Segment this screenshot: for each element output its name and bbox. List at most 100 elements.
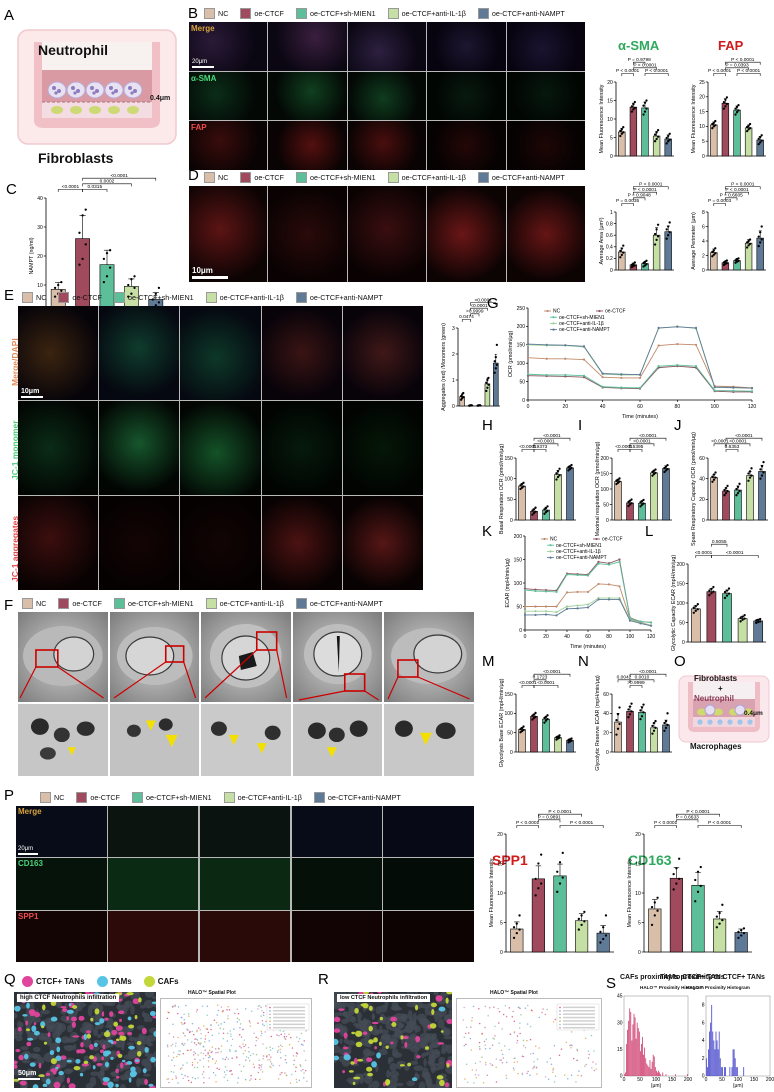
svg-text:150: 150 bbox=[600, 471, 609, 477]
legend-label: oe-CTCF+sh-MIEN1 bbox=[145, 793, 212, 802]
swatch-anti-il1b bbox=[205, 292, 217, 303]
svg-text:150: 150 bbox=[514, 557, 523, 563]
svg-text:50: 50 bbox=[637, 1077, 643, 1083]
legend-item-nc: NC bbox=[40, 792, 64, 803]
svg-text:Maximal respiration OCR (pmol/: Maximal respiration OCR (pmol/min/μg) bbox=[595, 441, 601, 536]
panel-letter-o: O bbox=[674, 653, 686, 670]
svg-text:>0.9999: >0.9999 bbox=[627, 680, 645, 686]
dot-tams bbox=[96, 976, 108, 987]
svg-text:200: 200 bbox=[600, 456, 609, 462]
svg-text:50: 50 bbox=[719, 1077, 725, 1083]
legend-label: oe-CTCF+anti-NAMPT bbox=[309, 599, 383, 608]
svg-text:Average Area (μm²): Average Area (μm²) bbox=[599, 217, 605, 264]
svg-text:P < 0.0001: P < 0.0001 bbox=[548, 809, 572, 815]
svg-text:80: 80 bbox=[675, 404, 681, 410]
svg-text:P < 0.0001: P < 0.0001 bbox=[570, 820, 594, 826]
micrograph-b-fap-1: FAP bbox=[189, 121, 268, 170]
swatch-anti-nampt bbox=[477, 172, 489, 183]
legend-item-sh-mien1: oe-CTCF+sh-MIEN1 bbox=[295, 172, 376, 183]
svg-text:0: 0 bbox=[524, 634, 527, 640]
micrograph-b-fap-5 bbox=[506, 121, 585, 170]
panel-letter-g: G bbox=[487, 295, 499, 312]
panel-s-right-title: TAMs proximity to CTCF+ TANs bbox=[660, 974, 765, 981]
svg-text:0.0010: 0.0010 bbox=[635, 675, 650, 681]
svg-text:6: 6 bbox=[702, 1020, 705, 1026]
legend-item-sh-mien1: oe-CTCF+sh-MIEN1 bbox=[113, 292, 194, 303]
legend-item-anti-nampt: oe-CTCF+anti-NAMPT bbox=[477, 8, 565, 19]
svg-text:P < 0.0001: P < 0.0001 bbox=[731, 57, 755, 63]
svg-text:0: 0 bbox=[702, 518, 705, 524]
svg-text:P < 0.0001: P < 0.0001 bbox=[686, 809, 710, 815]
panel-f-legend: NC oe-CTCF oe-CTCF+sh-MIEN1 oe-CTCF+anti… bbox=[22, 598, 391, 609]
svg-text:NC: NC bbox=[553, 309, 561, 315]
svg-text:120: 120 bbox=[748, 404, 757, 410]
svg-text:0.5055: 0.5055 bbox=[712, 539, 727, 545]
svg-text:30: 30 bbox=[617, 1020, 623, 1026]
panel-b-legend: NC oe-CTCF oe-CTCF+sh-MIEN1 oe-CTCF+anti… bbox=[204, 8, 573, 19]
panel-p-image-grid: Merge 20μm CD163 SPP1 bbox=[16, 806, 474, 962]
panel-letter-i: I bbox=[578, 417, 583, 434]
svg-text:P < 0.0001: P < 0.0001 bbox=[633, 63, 657, 69]
scalebar-text: 10μm bbox=[192, 266, 213, 275]
panel-o-top-label: Fibroblasts bbox=[694, 674, 738, 683]
panel-letter-d: D bbox=[188, 167, 199, 184]
svg-text:<0.0001: <0.0001 bbox=[474, 297, 492, 303]
svg-text:0.6353: 0.6353 bbox=[725, 444, 740, 450]
svg-text:0: 0 bbox=[682, 640, 685, 646]
micrograph-e-merge-4 bbox=[261, 306, 342, 400]
svg-text:<0.0001: <0.0001 bbox=[519, 444, 537, 450]
svg-text:<0.0001: <0.0001 bbox=[537, 439, 555, 445]
svg-text:NAMPT (ng/ml): NAMPT (ng/ml) bbox=[29, 237, 35, 274]
svg-text:20: 20 bbox=[699, 497, 705, 503]
svg-text:50: 50 bbox=[679, 620, 685, 626]
tem-cell-5 bbox=[384, 612, 474, 702]
legend-label: NC bbox=[36, 293, 47, 302]
svg-text:P < 0.0001: P < 0.0001 bbox=[737, 68, 761, 74]
svg-text:0: 0 bbox=[519, 628, 522, 634]
row-label-cd163: CD163 bbox=[18, 859, 43, 869]
svg-text:4: 4 bbox=[702, 239, 705, 245]
micrograph-b-fap-3 bbox=[347, 121, 427, 170]
svg-text:Spare Respiratory Capacity OCR: Spare Respiratory Capacity OCR (pmol/min… bbox=[691, 432, 697, 546]
svg-text:0: 0 bbox=[623, 1077, 626, 1083]
micrograph-e-mono-4 bbox=[261, 401, 342, 495]
svg-text:150: 150 bbox=[504, 456, 513, 462]
legend-label: NC bbox=[54, 793, 65, 802]
svg-text:10: 10 bbox=[635, 891, 641, 897]
svg-text:Time (minutes): Time (minutes) bbox=[622, 414, 658, 420]
svg-text:150: 150 bbox=[504, 692, 513, 698]
panel-a-pore-label: 0.4μm bbox=[150, 95, 171, 102]
panel-o-plus: + bbox=[718, 684, 723, 693]
panel-letter-k: K bbox=[482, 523, 493, 540]
svg-text:0: 0 bbox=[500, 950, 503, 956]
svg-text:oe-CTCF: oe-CTCF bbox=[602, 537, 623, 543]
tem-zoom-2 bbox=[109, 704, 200, 776]
svg-text:P = 0.0035: P = 0.0035 bbox=[616, 198, 640, 204]
legend-item-nc: NC bbox=[204, 172, 228, 183]
legend-label: oe-CTCF bbox=[72, 293, 102, 302]
chart-g-ocr: 0 50 100 150 200 250 0 20 40 60 80 100 120 OCR (pmol/… bbox=[500, 302, 758, 420]
legend-label: oe-CTCF+anti-IL-1β bbox=[401, 173, 466, 182]
svg-text:50: 50 bbox=[603, 502, 609, 508]
svg-text:Mean Fluorescence Intensity: Mean Fluorescence Intensity bbox=[599, 84, 605, 153]
svg-text:(μm): (μm) bbox=[651, 1083, 662, 1089]
svg-text:oe-CTCF+sh-MIEN1: oe-CTCF+sh-MIEN1 bbox=[559, 315, 605, 321]
svg-text:8: 8 bbox=[702, 1002, 705, 1008]
chart-title-fap: FAP bbox=[718, 38, 744, 53]
panel-letter-p: P bbox=[4, 787, 15, 804]
svg-text:0: 0 bbox=[620, 1074, 623, 1080]
panel-s-left-subtitle: HALO™ Proximity Histogram bbox=[640, 985, 704, 990]
micrograph-p-cd163-4 bbox=[291, 858, 383, 910]
panel-a-title: Neutrophil bbox=[38, 42, 108, 58]
svg-text:120: 120 bbox=[647, 634, 656, 640]
svg-text:40: 40 bbox=[37, 196, 43, 202]
svg-text:250: 250 bbox=[517, 306, 526, 312]
panel-letter-a: A bbox=[4, 7, 15, 24]
legend-item-oe-ctcf: oe-CTCF bbox=[240, 172, 284, 183]
svg-text:P < 0.0001: P < 0.0001 bbox=[516, 820, 540, 826]
swatch-nc bbox=[22, 292, 33, 303]
svg-text:8: 8 bbox=[702, 210, 705, 216]
svg-text:0: 0 bbox=[527, 404, 530, 410]
swatch-anti-nampt bbox=[295, 292, 307, 303]
svg-text:200: 200 bbox=[514, 534, 523, 540]
